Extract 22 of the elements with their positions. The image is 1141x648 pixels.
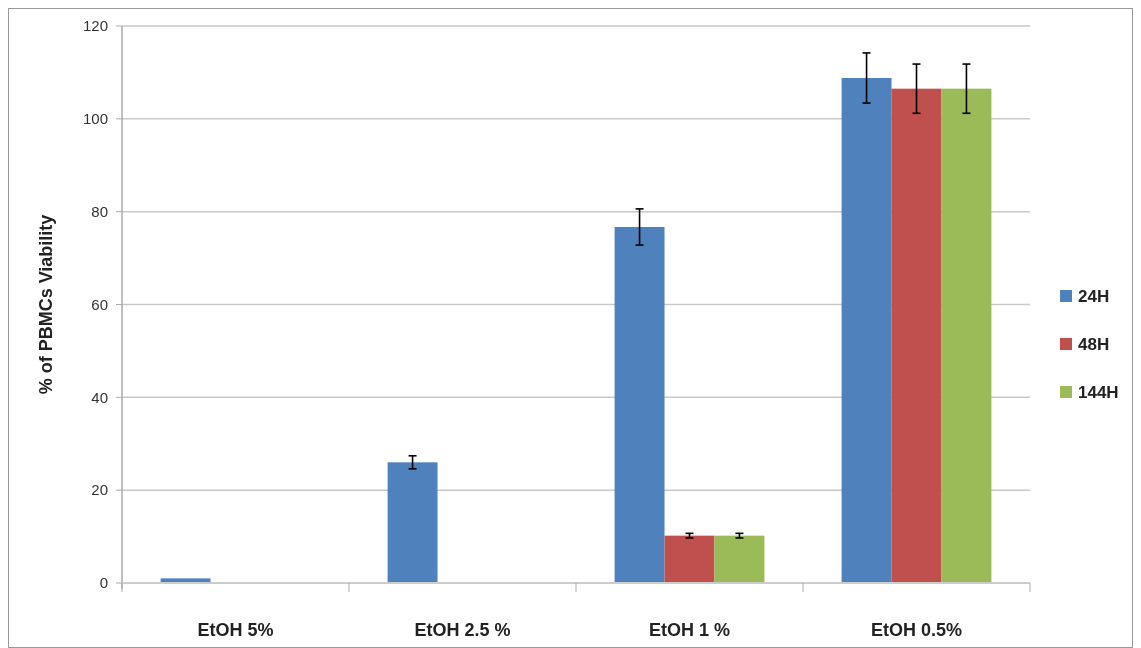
y-tick-label: 60 bbox=[91, 295, 108, 313]
x-tick-label: EtOH 2.5 % bbox=[414, 620, 511, 640]
y-tick-label: 100 bbox=[82, 110, 108, 128]
x-tick-label: EtOH 0.5% bbox=[870, 620, 963, 640]
bar bbox=[664, 535, 715, 583]
bar bbox=[841, 77, 892, 583]
y-tick-label: 40 bbox=[91, 388, 108, 406]
y-tick-label: 20 bbox=[91, 481, 108, 499]
y-tick-label: 120 bbox=[82, 17, 108, 35]
bar bbox=[891, 88, 942, 583]
legend-label: 48H bbox=[1078, 334, 1110, 354]
x-tick-label: EtOH 5% bbox=[197, 620, 274, 640]
y-axis-title: % of PBMCs Viability bbox=[36, 214, 56, 395]
y-tick-label: 0 bbox=[99, 574, 108, 592]
bar bbox=[714, 535, 765, 583]
legend-label: 24H bbox=[1078, 286, 1110, 306]
x-tick-label: EtOH 1 % bbox=[648, 620, 731, 640]
legend-label: 144H bbox=[1078, 382, 1119, 402]
bar bbox=[614, 226, 665, 583]
bar bbox=[387, 462, 438, 583]
y-tick-label: 80 bbox=[91, 202, 108, 220]
bar bbox=[941, 88, 992, 583]
